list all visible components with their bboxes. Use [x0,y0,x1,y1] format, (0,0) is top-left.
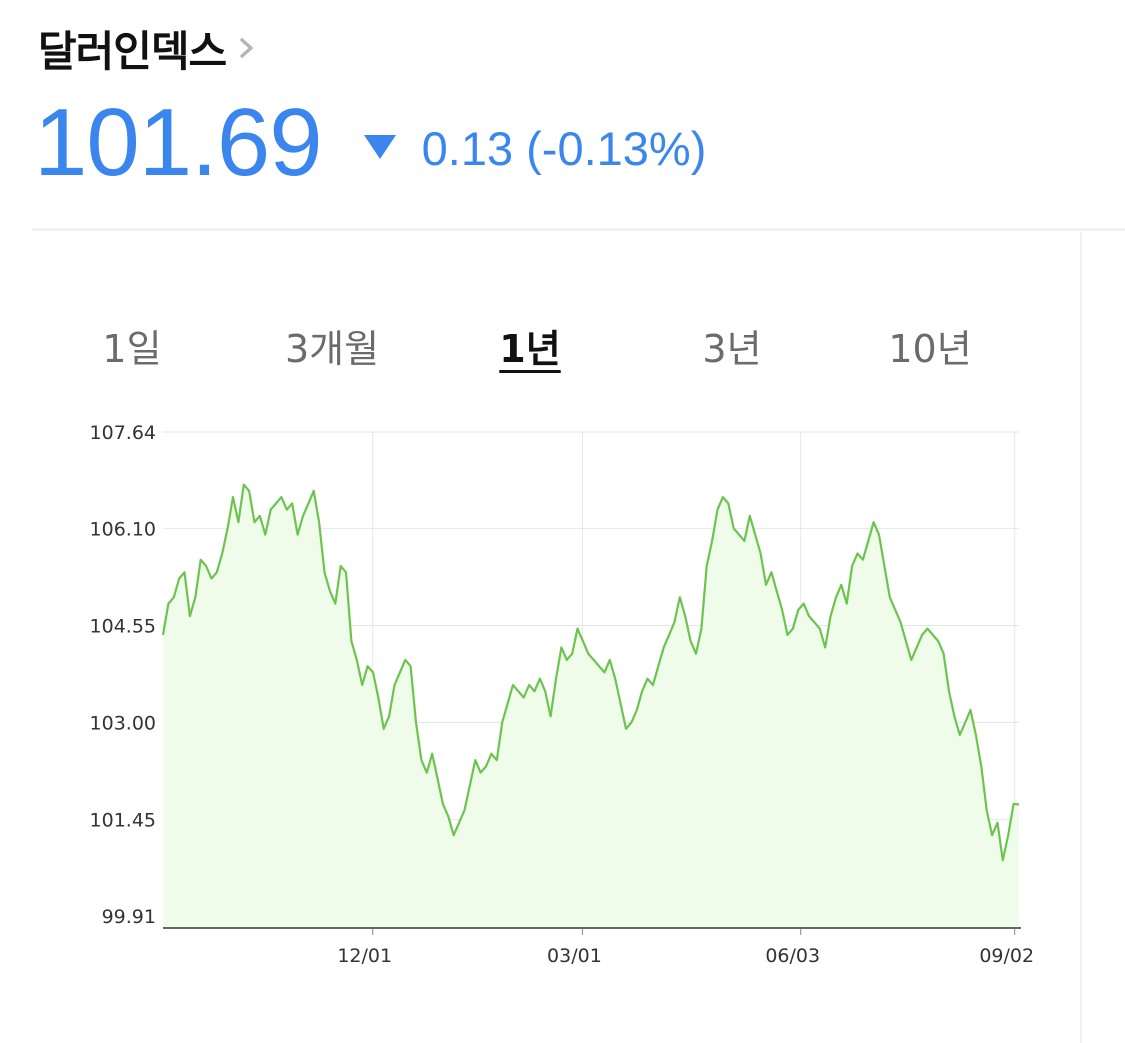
series-line [161,483,1020,862]
divider [32,228,1125,231]
y-tick-label: 99.91 [102,906,156,928]
triangle-down-icon [363,135,396,159]
panel-divider [1080,232,1082,1043]
quote-row: 101.69 0.13 (-0.13%) [34,88,706,198]
series-area-fill [163,484,1019,928]
tab-3-years[interactable]: 3년 [702,327,762,371]
price-value: 101.69 [34,89,323,196]
x-tick-label: 09/02 [979,945,1034,967]
tab-10-years[interactable]: 10년 [888,327,972,371]
index-title: 달러인덱스 [38,26,227,76]
tab-3-months[interactable]: 3개월 [284,327,380,371]
price-change: 0.13 (-0.13%) [421,121,707,175]
y-tick-label: 103.00 [90,713,156,735]
x-tick-label: 06/03 [765,945,820,967]
x-tick-label: 12/01 [337,945,392,967]
x-tick-label: 03/01 [547,945,602,967]
y-tick-label: 107.64 [90,422,156,444]
dollar-index-chart: 107.64 106.10 104.55 103.00 101.45 99.91 12/01… [90,422,1035,967]
period-tabs: 1일 3개월 1년 3년 10년 [32,318,1032,382]
tab-1-day[interactable]: 1일 [102,327,162,371]
y-tick-label: 104.55 [90,615,156,637]
tab-1-year[interactable]: 1년 [499,327,561,371]
chevron-right-icon [240,38,253,58]
index-title-link[interactable]: 달러인덱스 [38,16,258,80]
y-tick-label: 101.45 [90,810,156,832]
y-tick-label: 106.10 [90,518,156,540]
